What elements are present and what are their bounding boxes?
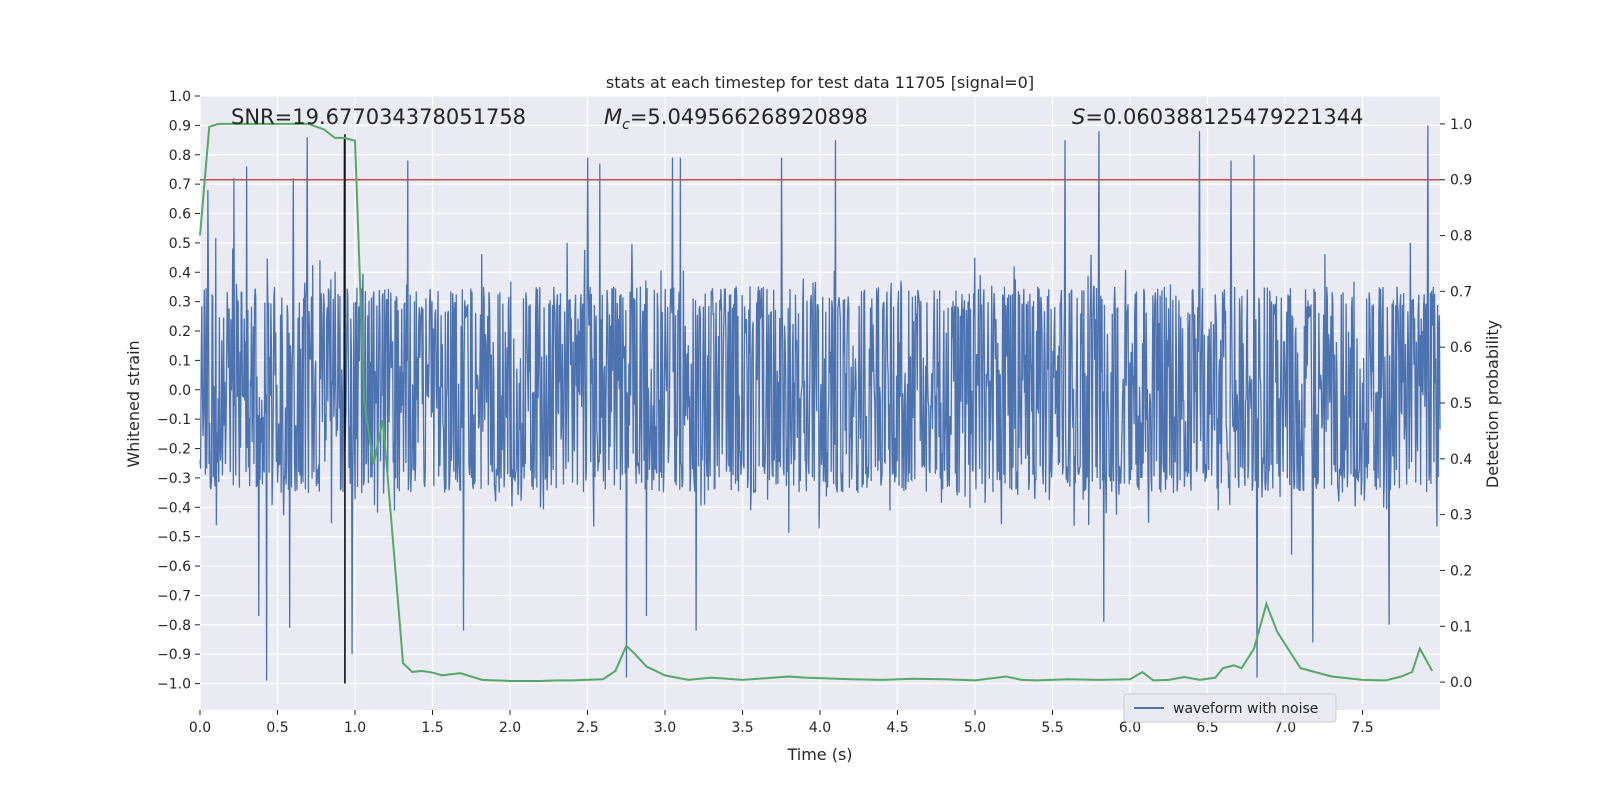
y-left-tick-label: 0.2 (169, 324, 191, 340)
x-axis-label: Time (s) (786, 745, 852, 764)
y-left-tick-label: −0.2 (157, 442, 191, 458)
chirp-mass-value: =5.049566268920898 (630, 105, 868, 129)
s-annotation: S=0.0603881254792213​44 (1072, 105, 1363, 129)
x-tick-label: 3.0 (654, 720, 676, 736)
y-left-tick-label: −0.3 (157, 471, 191, 487)
y-right-tick-label: 0.8 (1450, 229, 1472, 245)
x-tick-label: 4.5 (886, 720, 908, 736)
x-tick-label: 2.0 (499, 720, 521, 736)
waveform-series (199, 125, 1441, 681)
y-left-tick-label: −0.1 (157, 412, 191, 428)
y-left-tick-label: −1.0 (157, 677, 191, 693)
y-right-tick-label: 0.4 (1450, 452, 1472, 468)
chirp-mass-subscript: c (622, 117, 630, 133)
legend-box (1123, 693, 1337, 723)
y-right-tick-label: 1.0 (1450, 117, 1472, 133)
chirp-mass-annotation: Mc=5.049566268920898 (604, 105, 868, 133)
x-axis-ticks: 0.0 0.5 1.0 1.5 2.0 2.5 3.0 3.5 4.0 4.5 5.0 5.5 6.0 6… (189, 710, 1374, 736)
y-axis-right-label: Detection probability (1483, 320, 1502, 488)
y-right-tick-label: 0.9 (1450, 173, 1472, 189)
x-tick-label: 7.0 (1274, 720, 1296, 736)
y-left-tick-label: 0.4 (169, 265, 191, 281)
y-left-tick-label: 0.6 (169, 207, 191, 223)
y-right-tick-label: 0.3 (1450, 508, 1472, 524)
y-right-tick-label: 0.5 (1450, 396, 1472, 412)
waveform-line (199, 125, 1441, 681)
x-tick-label: 5.5 (1041, 720, 1063, 736)
x-tick-label: 6.5 (1196, 720, 1218, 736)
y-left-tick-label: −0.6 (157, 559, 191, 575)
y-left-tick-label: 0.0 (169, 383, 191, 399)
y-axis-left-label: Whitened strain (124, 340, 143, 467)
s-value: =0.0603881254792213​44 (1085, 105, 1363, 129)
s-symbol: S (1072, 105, 1085, 129)
y-left-tick-label: −0.8 (157, 618, 191, 634)
y-left-tick-label: 0.8 (169, 148, 191, 164)
detection-probability-line (199, 122, 1434, 682)
chart-title: stats at each timestep for test data 117… (606, 73, 1034, 92)
y-right-tick-label: 0.7 (1450, 284, 1472, 300)
y-right-tick-label: 0.1 (1450, 619, 1472, 635)
y-left-tick-label: 0.9 (169, 118, 191, 134)
x-tick-label: 1.5 (421, 720, 443, 736)
y-left-tick-label: 0.1 (169, 353, 191, 369)
y-left-tick-label: 0.5 (169, 236, 191, 252)
y-left-tick-label: 1.0 (169, 89, 191, 105)
y-left-tick-label: −0.7 (157, 588, 191, 604)
y-axis-right-ticks: 0.0 0.1 0.2 0.3 0.4 0.5 0.6 0.7 0.8 0.9 1.0 (1440, 117, 1472, 691)
x-tick-label: 6.0 (1119, 720, 1141, 736)
y-left-tick-label: −0.4 (157, 500, 191, 516)
x-tick-label: 1.0 (344, 720, 366, 736)
x-tick-label: 0.0 (189, 720, 211, 736)
detection-probability-series (199, 122, 1434, 682)
y-left-tick-label: 0.7 (169, 177, 191, 193)
y-left-tick-label: −0.9 (157, 647, 191, 663)
y-right-tick-label: 0.6 (1450, 340, 1472, 356)
x-tick-label: 2.5 (576, 720, 598, 736)
x-tick-label: 0.5 (266, 720, 288, 736)
legend-label: waveform with noise (1173, 701, 1318, 717)
y-left-tick-label: 0.3 (169, 295, 191, 311)
x-tick-label: 5.0 (964, 720, 986, 736)
y-right-tick-label: 0.0 (1450, 675, 1472, 691)
snr-annotation: SNR=19.677034378051758 (231, 105, 526, 129)
y-axis-left-ticks: −1.0 −0.9 −0.8 −0.7 −0.6 −0.5 −0.4 −0.3 −0.2 −0.1… (157, 89, 200, 693)
chirp-mass-symbol: M (604, 105, 622, 129)
x-tick-label: 3.5 (731, 720, 753, 736)
x-tick-label: 7.5 (1351, 720, 1373, 736)
y-left-tick-label: −0.5 (157, 530, 191, 546)
y-right-tick-label: 0.2 (1450, 563, 1472, 579)
x-tick-label: 4.0 (809, 720, 831, 736)
legend: waveform with noise (1123, 693, 1337, 723)
